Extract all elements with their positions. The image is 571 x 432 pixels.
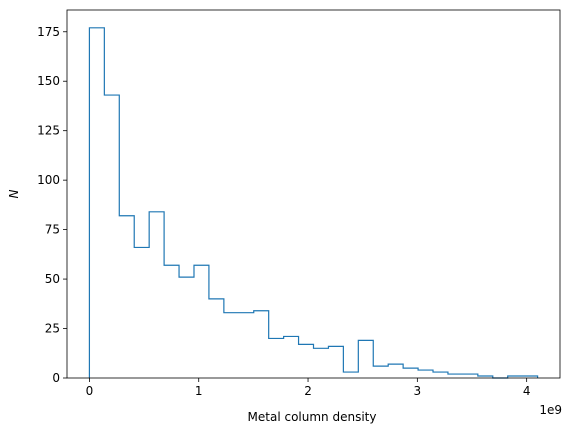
histogram-bin [373, 366, 388, 378]
histogram-bin [149, 212, 164, 378]
histogram-bin [89, 28, 104, 378]
y-tick-label: 125 [37, 124, 60, 138]
histogram-bin [284, 336, 299, 378]
histogram-bin [119, 216, 134, 378]
y-tick-label: 50 [45, 272, 60, 286]
y-tick-label: 150 [37, 74, 60, 88]
histogram-bin [403, 368, 418, 378]
histogram-bin [224, 313, 239, 378]
histogram-bin [418, 370, 433, 378]
histogram-bin [343, 372, 358, 378]
histogram-bin [463, 374, 478, 378]
x-axis-label: Metal column density [248, 410, 377, 424]
histogram-bin [104, 95, 119, 378]
histogram-bin [179, 277, 194, 378]
histogram-bin [314, 348, 329, 378]
x-tick-label: 0 [86, 384, 94, 398]
histogram-bin [299, 344, 314, 378]
histogram-bin [448, 374, 463, 378]
histogram-bin [388, 364, 403, 378]
histogram-bin [269, 338, 284, 378]
histogram-bin [433, 372, 448, 378]
x-tick-label: 4 [523, 384, 531, 398]
histogram-bin [358, 340, 373, 378]
y-axis-label: N [7, 189, 21, 198]
x-tick-label: 1 [195, 384, 203, 398]
y-tick-label: 25 [45, 322, 60, 336]
histogram-bin [254, 311, 269, 378]
histogram-bin [328, 346, 343, 378]
y-tick-label: 0 [52, 371, 60, 385]
histogram-step-line [88, 27, 539, 379]
y-tick-label: 175 [37, 25, 60, 39]
histogram-bin [239, 313, 254, 378]
x-axis-offset-label: 1e9 [539, 403, 562, 417]
y-tick-label: 75 [45, 223, 60, 237]
histogram-bin [209, 299, 224, 378]
x-tick-label: 2 [304, 384, 312, 398]
axis-layer: 0 1 2 3 4 0 25 50 75 100 125 150 175 [37, 9, 561, 398]
histogram-bin [134, 247, 149, 378]
x-tick-label: 3 [414, 384, 422, 398]
plot-frame [66, 9, 561, 379]
plot-layer [88, 27, 539, 379]
histogram-bin [194, 265, 209, 378]
histogram-bin [164, 265, 179, 378]
y-tick-label: 100 [37, 173, 60, 187]
